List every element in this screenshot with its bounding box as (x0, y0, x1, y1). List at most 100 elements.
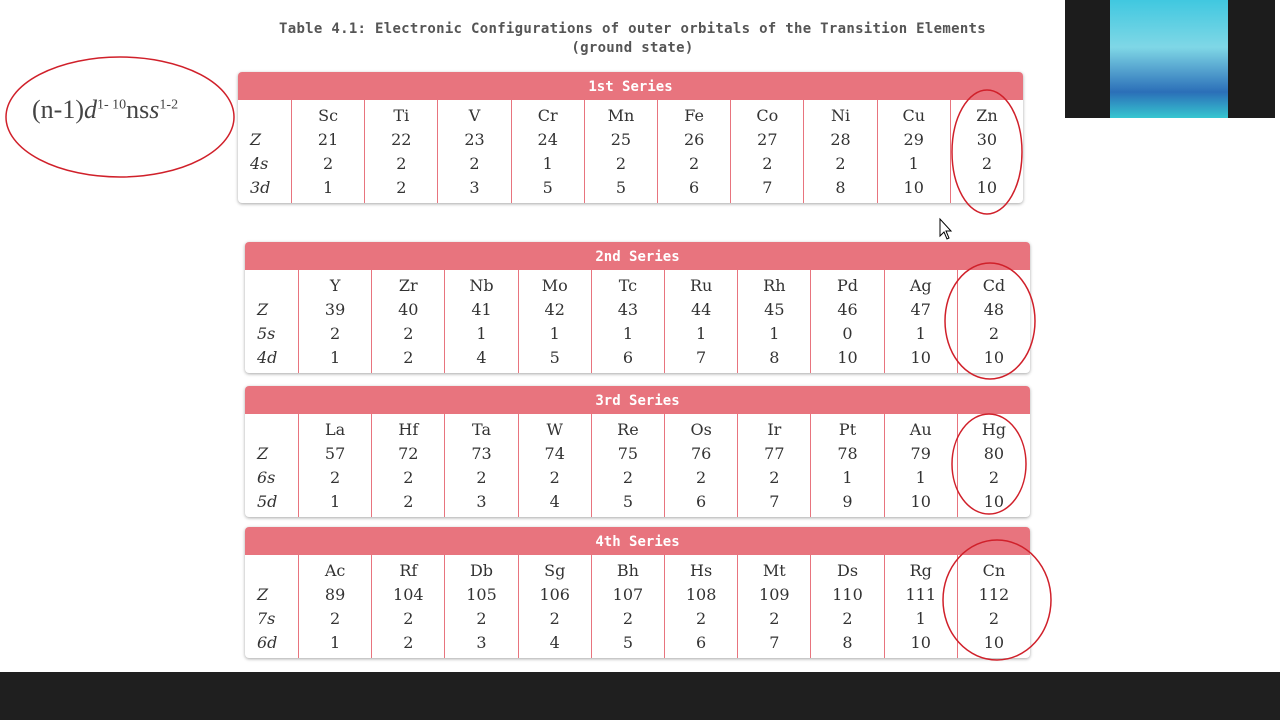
element-column: Ti 22 2 2 (365, 100, 439, 203)
element-column: Zr 40 2 2 (372, 270, 446, 373)
element-symbol: Db (469, 561, 494, 580)
atomic-number: 72 (398, 444, 419, 463)
element-symbol: Cr (537, 106, 558, 125)
atomic-number: 75 (617, 444, 639, 463)
s-electrons: 2 (323, 154, 334, 173)
element-symbol: Mt (762, 561, 786, 580)
element-symbol: Sg (544, 561, 566, 580)
element-column: V 23 2 3 (438, 100, 512, 203)
element-symbol: Re (617, 420, 639, 439)
element-column: Ru 44 1 7 (665, 270, 739, 373)
s-electrons: 2 (689, 154, 700, 173)
s-electrons: 1 (549, 324, 560, 343)
element-symbol: Os (690, 420, 712, 439)
element-symbol: Y (329, 276, 341, 295)
series-table: 1st Series Z 4s 3d Sc 21 2 1 Ti 22 2 2 V 23 2 3 Cr 24 1 5 Mn… (238, 72, 1023, 203)
atomic-number: 79 (910, 444, 931, 463)
atomic-number: 109 (759, 585, 790, 604)
atomic-number: 28 (830, 130, 851, 149)
d-electrons: 10 (983, 633, 1005, 652)
element-column: Sc 21 2 1 (292, 100, 366, 203)
s-electrons: 2 (330, 609, 341, 628)
d-electrons: 10 (837, 348, 858, 367)
row-label: 4d (257, 348, 278, 367)
s-electrons: 2 (403, 609, 414, 628)
atomic-number: 74 (544, 444, 565, 463)
atomic-number: 25 (610, 130, 632, 149)
atomic-number: 47 (910, 300, 931, 319)
series-table: 3rd Series Z 6s 5d La 57 2 1 Hf 72 2 2 Ta 73 2 3 W 74 2 4 Re… (245, 386, 1030, 517)
element-column: Au 79 1 10 (885, 414, 958, 517)
s-electrons: 1 (915, 468, 926, 487)
atomic-number: 45 (764, 300, 785, 319)
d-electrons: 4 (476, 348, 487, 367)
row-labels: Z 6s 5d (245, 414, 299, 517)
series-header: 3rd Series (245, 386, 1030, 414)
d-electrons: 4 (549, 492, 560, 511)
d-electrons: 3 (469, 178, 480, 197)
element-symbol: Pt (838, 420, 857, 439)
d-electrons: 6 (689, 178, 700, 197)
row-label: 7s (257, 609, 276, 628)
element-symbol: Nb (469, 276, 494, 295)
s-electrons: 2 (769, 468, 780, 487)
element-symbol: Ta (472, 420, 491, 439)
element-column: Pt 78 1 9 (811, 414, 885, 517)
s-electrons: 1 (915, 609, 926, 628)
element-column: Ds 110 2 8 (811, 555, 885, 658)
element-column: Os 76 2 6 (665, 414, 739, 517)
atomic-number: 112 (978, 585, 1010, 604)
element-column: W 74 2 4 (519, 414, 592, 517)
row-label: Z (257, 585, 269, 604)
d-electrons: 7 (762, 178, 773, 197)
atomic-number: 29 (903, 130, 924, 149)
element-column: Nb 41 1 4 (445, 270, 519, 373)
element-symbol: La (325, 420, 346, 439)
element-symbol: Zn (976, 106, 998, 125)
element-column: Cu 29 1 10 (878, 100, 951, 203)
element-column: Pd 46 0 10 (811, 270, 885, 373)
element-symbol: Fe (684, 106, 704, 125)
mouse-cursor-icon (939, 217, 953, 240)
element-symbol: Pd (837, 276, 859, 295)
atomic-number: 23 (464, 130, 485, 149)
presenter-video-thumbnail (1065, 0, 1275, 118)
d-electrons: 2 (403, 633, 414, 652)
s-electrons: 2 (842, 609, 853, 628)
element-symbol: Ni (830, 106, 851, 125)
video-bottom-bar (0, 672, 1280, 720)
element-symbol: Bh (616, 561, 639, 580)
element-symbol: Rg (909, 561, 932, 580)
element-column: Hf 72 2 2 (372, 414, 446, 517)
atomic-number: 77 (764, 444, 785, 463)
s-electrons: 2 (330, 468, 341, 487)
element-symbol: Cu (902, 106, 925, 125)
element-column: Y 39 2 1 (299, 270, 373, 373)
element-column: Mn 25 2 5 (585, 100, 659, 203)
s-electrons: 2 (622, 609, 633, 628)
row-label: 6d (257, 633, 278, 652)
row-label: 6s (257, 468, 276, 487)
d-electrons: 8 (769, 348, 780, 367)
element-column: Re 75 2 5 (592, 414, 666, 517)
d-electrons: 5 (542, 178, 553, 197)
atomic-number: 57 (324, 444, 346, 463)
atomic-number: 40 (398, 300, 419, 319)
element-column: Cn 112 2 10 (958, 555, 1030, 658)
s-electrons: 2 (696, 468, 707, 487)
element-symbol: Hf (398, 420, 419, 439)
d-electrons: 2 (403, 348, 414, 367)
atomic-number: 46 (837, 300, 858, 319)
caption-line-1: Table 4.1: Electronic Configurations of … (278, 21, 987, 37)
element-column: Mt 109 2 7 (738, 555, 812, 658)
element-symbol: Hg (981, 420, 1007, 439)
s-electrons: 2 (549, 609, 560, 628)
atomic-number: 44 (690, 300, 712, 319)
s-electrons: 1 (769, 324, 780, 343)
element-symbol: Cd (982, 276, 1006, 295)
element-column: Fe 26 2 6 (658, 100, 732, 203)
d-electrons: 1 (330, 633, 341, 652)
s-electrons: 2 (622, 468, 633, 487)
element-column: Ta 73 2 3 (445, 414, 519, 517)
atomic-number: 42 (544, 300, 565, 319)
